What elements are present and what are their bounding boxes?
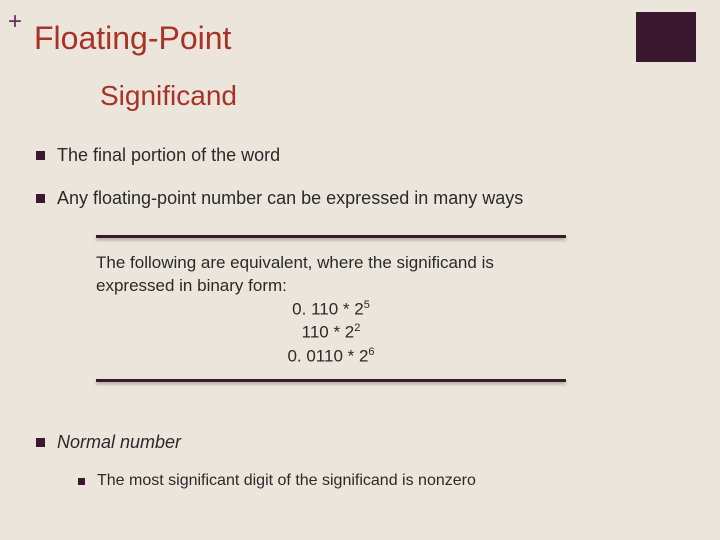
corner-block <box>636 12 696 62</box>
equivalence-box: The following are equivalent, where the … <box>96 235 566 382</box>
equation-line: 0. 0110 * 26 <box>96 345 566 369</box>
mantissa: 0. 0110 * 2 <box>287 347 368 366</box>
square-bullet-icon <box>36 151 45 160</box>
slide-title: Floating-Point <box>34 20 231 57</box>
plus-decor: + <box>8 8 22 36</box>
mantissa: 0. 110 * 2 <box>292 300 364 319</box>
equation-line: 110 * 22 <box>96 321 566 345</box>
exponent: 2 <box>354 322 360 334</box>
equation-line: 0. 110 * 25 <box>96 298 566 322</box>
bullet-text: Normal number <box>57 432 181 453</box>
bullet-item: Any floating-point number can be express… <box>36 188 690 209</box>
bullet-text: Any floating-point number can be express… <box>57 188 523 209</box>
exponent: 5 <box>364 299 370 311</box>
sub-bullet-text: The most significant digit of the signif… <box>97 472 476 490</box>
box-intro: The following are equivalent, where the … <box>96 252 566 298</box>
bullet-list: The final portion of the word Any floati… <box>36 145 690 231</box>
square-bullet-icon <box>36 194 45 203</box>
bullet-item-normal: Normal number <box>36 432 690 453</box>
square-bullet-icon <box>36 438 45 447</box>
square-bullet-icon <box>78 478 85 485</box>
bullet-item: The final portion of the word <box>36 145 690 166</box>
box-content: The following are equivalent, where the … <box>96 238 566 379</box>
sub-bullet-item: The most significant digit of the signif… <box>78 472 690 490</box>
bullet-text: The final portion of the word <box>57 145 280 166</box>
horizontal-rule <box>96 379 566 382</box>
exponent: 6 <box>368 346 374 358</box>
mantissa: 110 * 2 <box>302 323 355 342</box>
slide-subtitle: Significand <box>100 80 237 112</box>
bullet-item: Normal number <box>36 432 690 453</box>
